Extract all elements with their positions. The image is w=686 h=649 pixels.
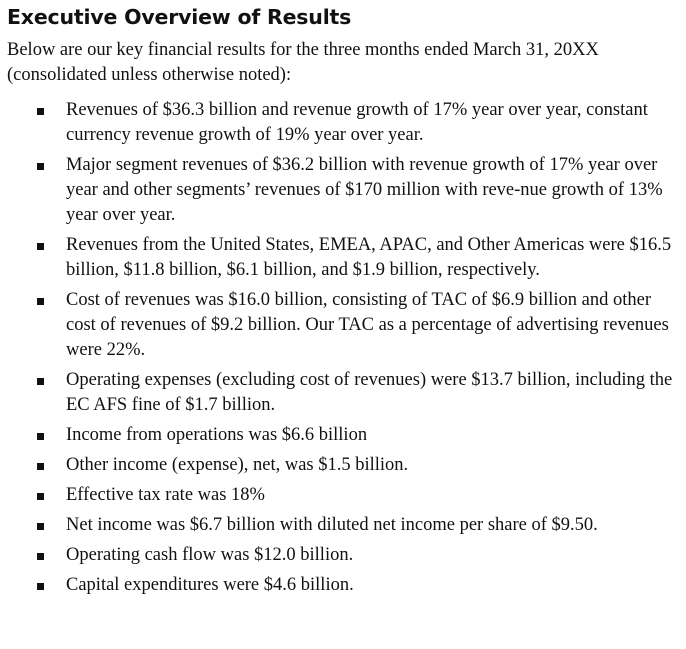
list-item-text: Effective tax rate was 18%: [66, 485, 265, 505]
list-item: Capital expenditures were $4.6 billion.: [7, 573, 679, 598]
square-bullet-icon: [37, 298, 44, 305]
square-bullet-icon: [37, 108, 44, 115]
list-item: Operating expenses (excluding cost of re…: [7, 368, 679, 418]
list-item-text: Operating cash flow was $12.0 billion.: [66, 545, 354, 565]
square-bullet-icon: [37, 243, 44, 250]
list-item-text: Other income (expense), net, was $1.5 bi…: [66, 455, 409, 475]
list-item: Major segment revenues of $36.2 billion …: [7, 153, 679, 228]
list-item: Revenues from the United States, EMEA, A…: [7, 233, 679, 283]
list-item-text: Revenues of $36.3 billion and revenue gr…: [66, 100, 648, 145]
list-item: Other income (expense), net, was $1.5 bi…: [7, 453, 679, 478]
list-item-text: Revenues from the United States, EMEA, A…: [66, 235, 672, 280]
list-item: Income from operations was $6.6 billion: [7, 423, 679, 448]
square-bullet-icon: [37, 583, 44, 590]
square-bullet-icon: [37, 463, 44, 470]
square-bullet-icon: [37, 493, 44, 500]
list-item-text: Major segment revenues of $36.2 billion …: [66, 155, 663, 225]
list-item-text: Capital expenditures were $4.6 billion.: [66, 575, 354, 595]
square-bullet-icon: [37, 163, 44, 170]
list-item-text: Net income was $6.7 billion with diluted…: [66, 515, 598, 535]
list-item: Effective tax rate was 18%: [7, 483, 679, 508]
list-item-text: Cost of revenues was $16.0 billion, cons…: [66, 290, 669, 360]
list-item: Cost of revenues was $16.0 billion, cons…: [7, 288, 679, 363]
results-list: Revenues of $36.3 billion and revenue gr…: [7, 98, 679, 598]
list-item: Net income was $6.7 billion with diluted…: [7, 513, 679, 538]
list-item-text: Operating expenses (excluding cost of re…: [66, 370, 673, 415]
document-page: Executive Overview of Results Below are …: [7, 4, 679, 603]
section-title: Executive Overview of Results: [7, 5, 352, 29]
square-bullet-icon: [37, 378, 44, 385]
list-item: Operating cash flow was $12.0 billion.: [7, 543, 679, 568]
square-bullet-icon: [37, 433, 44, 440]
list-item: Revenues of $36.3 billion and revenue gr…: [7, 98, 679, 148]
intro-paragraph: Below are our key financial results for …: [7, 40, 599, 85]
square-bullet-icon: [37, 553, 44, 560]
list-item-text: Income from operations was $6.6 billion: [66, 425, 368, 445]
square-bullet-icon: [37, 523, 44, 530]
